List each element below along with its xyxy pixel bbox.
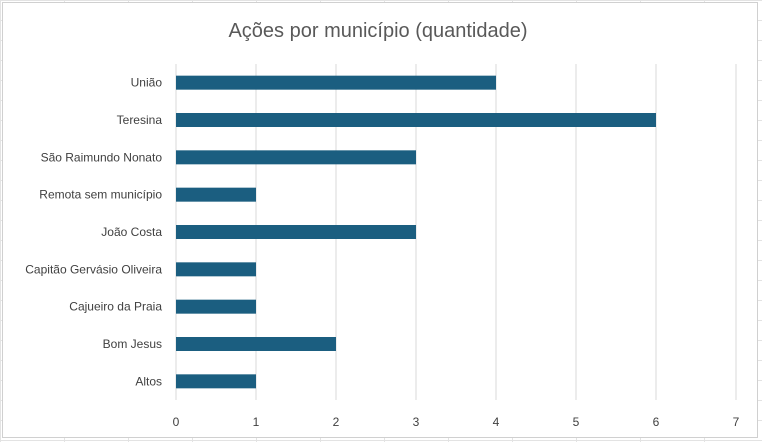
category-label: João Costa — [101, 225, 162, 239]
bar[interactable] — [176, 150, 416, 165]
x-tick-label: 6 — [653, 415, 660, 429]
x-axis-tick-labels: 0 1 2 3 4 5 6 7 — [173, 415, 740, 429]
category-label: Remota sem município — [39, 188, 162, 202]
category-labels: União Teresina São Raimundo Nonato Remota s… — [25, 76, 162, 389]
bar[interactable] — [176, 299, 256, 314]
x-tick-label: 7 — [733, 415, 740, 429]
bar[interactable] — [176, 187, 256, 202]
chart-area[interactable] — [2, 2, 758, 438]
category-label: São Raimundo Nonato — [41, 150, 163, 164]
x-tick-label: 5 — [573, 415, 580, 429]
bar[interactable] — [176, 225, 416, 239]
x-tick-label: 3 — [413, 415, 420, 429]
bar[interactable] — [176, 337, 336, 351]
bar[interactable] — [176, 113, 656, 127]
x-tick-label: 1 — [253, 415, 260, 429]
category-label: Altos — [135, 374, 162, 388]
x-tick-label: 4 — [493, 415, 500, 429]
chart-title: Ações por município (quantidade) — [228, 20, 527, 42]
category-label: União — [131, 76, 163, 90]
category-label: Bom Jesus — [103, 337, 162, 351]
category-label: Capitão Gervásio Oliveira — [25, 262, 162, 276]
bar[interactable] — [176, 374, 256, 389]
x-tick-label: 0 — [173, 415, 180, 429]
bar[interactable] — [176, 75, 496, 90]
bars — [176, 75, 656, 389]
category-label: Cajueiro da Praia — [69, 300, 162, 314]
bar[interactable] — [176, 262, 256, 277]
category-label: Teresina — [117, 113, 163, 127]
x-tick-label: 2 — [333, 415, 340, 429]
